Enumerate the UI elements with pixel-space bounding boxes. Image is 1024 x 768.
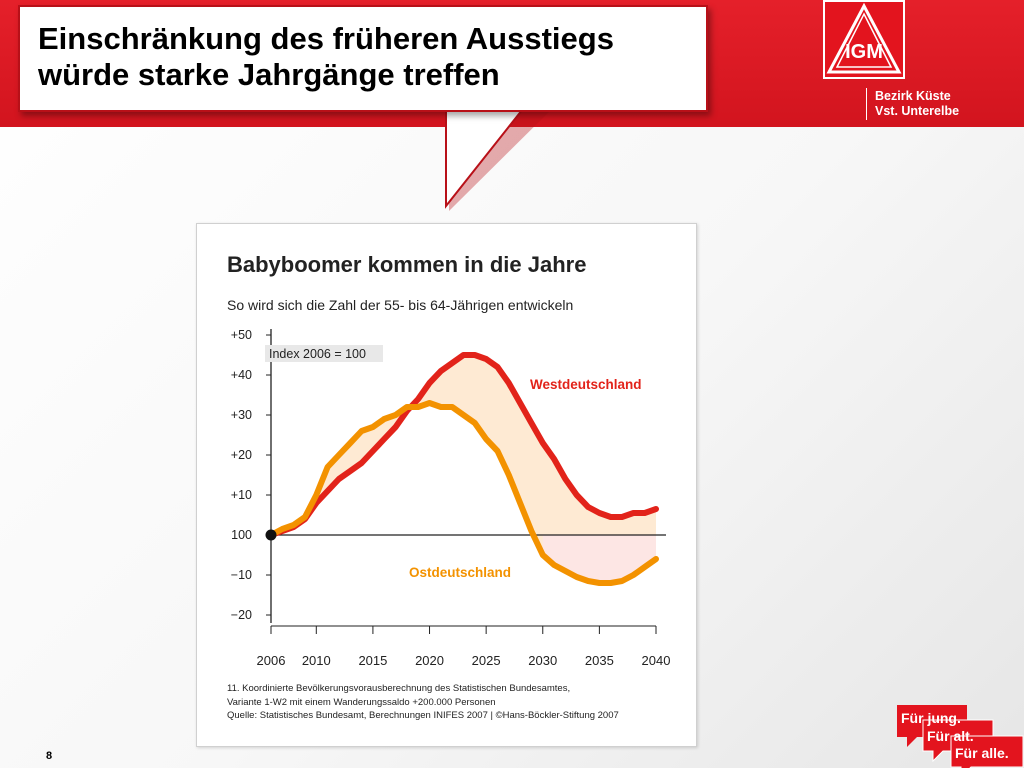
source-line: Variante 1-W2 mit einem Wanderungssaldo … (227, 696, 496, 708)
x-tick-label: 2040 (642, 653, 671, 668)
x-tick-label: 2030 (528, 653, 557, 668)
origin-point (265, 529, 277, 541)
org-line-1: Bezirk Küste (875, 89, 951, 103)
source-line: 11. Koordinierte Bevölkerungsvorausberec… (227, 683, 571, 694)
series-line-ostdeutschland (268, 400, 659, 586)
y-tick-label: −10 (231, 568, 252, 582)
slogan-line-3: Für alle. (955, 745, 1009, 761)
area-negative-east (542, 535, 656, 583)
y-tick-label: +40 (231, 368, 252, 382)
source-line: Quelle: Statistisches Bundesamt, Berechn… (227, 710, 619, 721)
slide-number: 8 (46, 750, 53, 762)
x-tick-label: 2035 (585, 653, 614, 668)
logo-letters: IGM (845, 41, 883, 63)
chart-card: Babyboomer kommen in die Jahre So wird si… (196, 223, 697, 747)
y-tick-label: +20 (231, 448, 252, 462)
slide-title: Einschränkung des früheren Ausstiegs wür… (38, 21, 614, 92)
chart-subtitle: So wird sich die Zahl der 55- bis 64-Jäh… (227, 297, 573, 313)
org-line-2: Vst. Unterelbe (875, 104, 960, 118)
slogan-badge: Für jung. Für alt. Für alle. (897, 705, 1024, 768)
y-tick-label: +30 (231, 408, 252, 422)
title-bubble: Einschränkung des früheren Ausstiegs wür… (18, 5, 708, 112)
series-label-west: Westdeutschland (530, 377, 642, 392)
org-divider (866, 88, 867, 120)
area-between-series (271, 355, 656, 583)
ig-metall-logo-icon: IGM (823, 0, 905, 79)
x-tick-label: 2025 (472, 653, 501, 668)
y-tick-label: −20 (231, 608, 252, 622)
y-tick-label: +10 (231, 488, 252, 502)
index-note: Index 2006 = 100 (269, 347, 366, 361)
x-tick-label: 2006 (257, 653, 286, 668)
index-note-box (265, 345, 383, 362)
slogan-line-2: Für alt. (927, 728, 974, 744)
y-tick-label: +50 (231, 328, 252, 342)
series-label-east: Ostdeutschland (409, 565, 511, 580)
y-tick-label: 100 (231, 528, 252, 542)
chart-title: Babyboomer kommen in die Jahre (227, 252, 586, 277)
series-line-westdeutschland (268, 352, 659, 538)
x-tick-label: 2010 (302, 653, 331, 668)
x-tick-label: 2020 (415, 653, 444, 668)
slogan-line-1: Für jung. (901, 710, 961, 726)
line-chart: Babyboomer kommen in die Jahre So wird si… (227, 252, 671, 668)
x-tick-label: 2015 (358, 653, 387, 668)
org-label: Bezirk Küste Vst. Unterelbe (875, 89, 959, 119)
chart-source: 11. Koordinierte Bevölkerungsvorausberec… (227, 682, 619, 723)
